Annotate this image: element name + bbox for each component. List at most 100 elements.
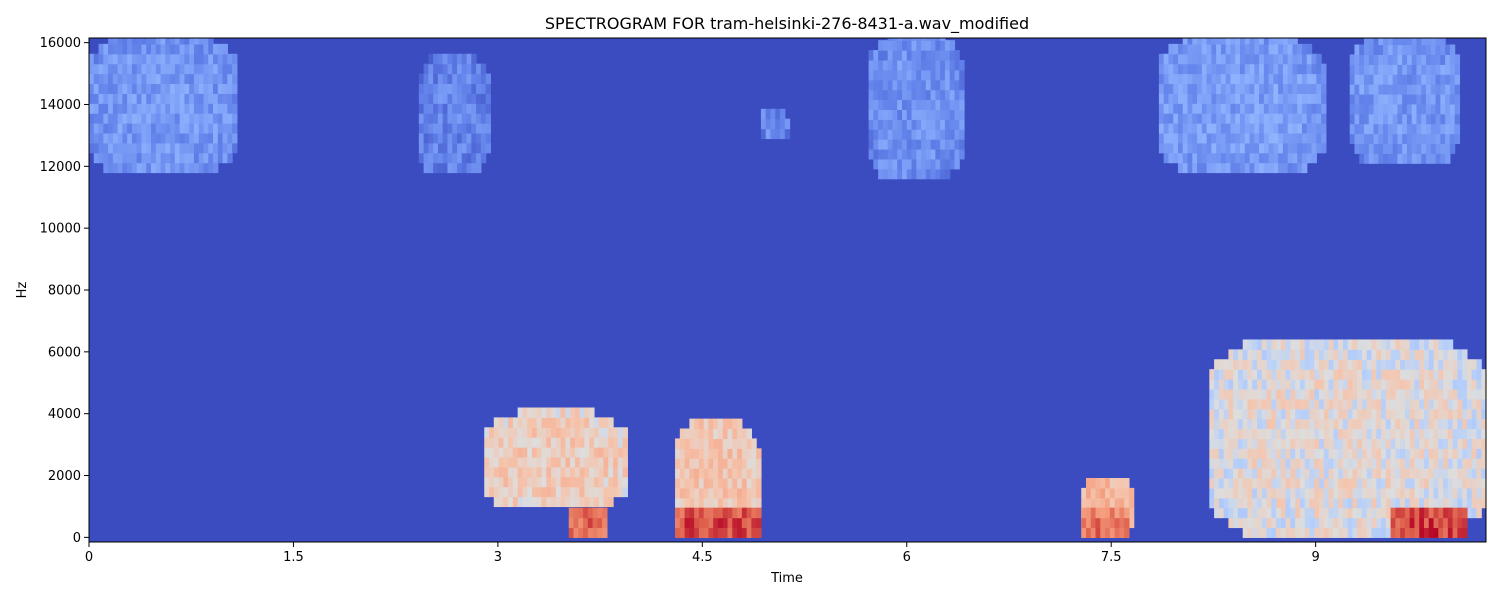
spectrogram-cell — [179, 63, 185, 75]
spectrogram-cell — [476, 63, 482, 75]
spectrogram-cell — [911, 99, 917, 111]
spectrogram-cell — [1445, 133, 1451, 145]
spectrogram-cell — [565, 476, 571, 488]
spectrogram-cell — [1338, 418, 1344, 430]
spectrogram-cell — [485, 103, 491, 114]
spectrogram-cell — [1426, 64, 1432, 75]
spectrogram-cell — [1090, 487, 1097, 499]
spectrogram-cell — [613, 437, 619, 448]
spectrogram-cell — [1209, 487, 1215, 499]
spectrogram-cell — [476, 73, 482, 85]
spectrogram-cell — [527, 496, 533, 508]
spectrogram-cell — [949, 79, 956, 91]
spectrogram-cell — [579, 496, 586, 508]
spectrogram-cell — [583, 517, 589, 529]
spectrogram-cell — [746, 478, 752, 489]
spectrogram-cell — [1349, 133, 1356, 145]
spectrogram-cell — [694, 527, 700, 538]
spectrogram-cell — [461, 142, 468, 154]
spectrogram-cell — [1426, 133, 1432, 145]
spectrogram-cell — [897, 129, 903, 140]
spectrogram-cell — [1471, 379, 1478, 390]
spectrogram-cell — [527, 437, 533, 448]
spectrogram-cell — [89, 83, 95, 94]
spectrogram-cell — [940, 40, 946, 51]
spectrogram-cell — [1239, 132, 1246, 144]
spectrogram-cell — [930, 158, 936, 170]
spectrogram-cell — [1297, 152, 1303, 164]
spectrogram-cell — [1364, 143, 1370, 154]
spectrogram-cell — [442, 63, 449, 75]
spectrogram-cell — [1292, 123, 1298, 134]
spectrogram-cell — [675, 487, 681, 499]
spectrogram-cell — [179, 123, 185, 134]
spectrogram-cell — [1373, 84, 1379, 95]
spectrogram-cell — [1273, 93, 1279, 104]
spectrogram-cell — [160, 132, 166, 144]
spectrogram-cell — [493, 447, 500, 458]
spectrogram-cell — [117, 103, 123, 114]
spectrogram-cell — [1376, 468, 1382, 479]
spectrogram-cell — [1114, 527, 1120, 538]
spectrogram-cell — [1452, 349, 1458, 360]
spectrogram-region-hf-0 — [89, 38, 238, 174]
spectrogram-cell — [916, 69, 922, 81]
spectrogram-cell — [1354, 143, 1360, 154]
spectrogram-cell — [193, 132, 200, 144]
spectrogram-cell — [1230, 123, 1236, 134]
spectrogram-cell — [1414, 388, 1420, 400]
spectrogram-cell — [1457, 359, 1463, 370]
spectrogram-cell — [213, 152, 219, 164]
spectrogram-cell — [1295, 527, 1301, 538]
spectrogram-cell — [593, 466, 600, 478]
spectrogram-cell — [878, 168, 884, 180]
spectrogram-cell — [1421, 54, 1427, 65]
spectrogram-cell — [741, 527, 748, 538]
spectrogram-cell — [737, 527, 743, 538]
spectrogram-cell — [1406, 38, 1413, 46]
spectrogram-cell — [1347, 379, 1354, 390]
spectrogram-cell — [622, 437, 628, 448]
spectrogram-cell — [442, 123, 449, 134]
spectrogram-cell — [1266, 418, 1272, 430]
spectrogram-cell — [897, 139, 903, 150]
spectrogram-cell — [456, 123, 463, 134]
spectrogram-cell — [1462, 369, 1468, 380]
spectrogram-cell — [597, 507, 603, 519]
spectrogram-cell — [1273, 43, 1279, 55]
spectrogram-cell — [560, 476, 566, 488]
spectrogram-cell — [949, 139, 956, 150]
spectrogram-cell — [1163, 123, 1170, 134]
spectrogram-cell — [1438, 507, 1444, 519]
spectrogram-cell — [1311, 53, 1317, 65]
spectrogram-cell — [1266, 468, 1272, 479]
spectrogram-cell — [1409, 507, 1416, 519]
spectrogram-cell — [1426, 153, 1432, 164]
spectrogram-cell — [1366, 398, 1373, 410]
spectrogram-cell — [471, 113, 477, 124]
spectrogram-cell — [617, 427, 624, 438]
spectrogram-cell — [593, 437, 600, 448]
spectrogram-cell — [1323, 448, 1330, 459]
spectrogram-cell — [485, 93, 491, 104]
spectrogram-cell — [217, 113, 224, 124]
spectrogram-cell — [1400, 527, 1406, 538]
spectrogram-cell — [1368, 64, 1375, 75]
spectrogram-cell — [498, 486, 504, 498]
spectrogram-cell — [428, 132, 434, 144]
spectrogram-cell — [741, 487, 748, 499]
spectrogram-cell — [1309, 398, 1315, 410]
spectrogram-cell — [1471, 428, 1478, 440]
spectrogram-cell — [1201, 123, 1208, 134]
spectrogram-cell — [959, 69, 965, 81]
spectrogram-cell — [1323, 379, 1330, 390]
spectrogram-cell — [522, 496, 528, 508]
spectrogram-cell — [573, 517, 579, 529]
spectrogram-cell — [141, 43, 147, 55]
spectrogram-cell — [1297, 162, 1303, 174]
spectrogram-cell — [1481, 438, 1486, 449]
spectrogram-cell — [717, 478, 724, 489]
spectrogram-cell — [694, 507, 700, 519]
spectrogram-cell — [1114, 478, 1120, 489]
spectrogram-cell — [679, 507, 686, 519]
